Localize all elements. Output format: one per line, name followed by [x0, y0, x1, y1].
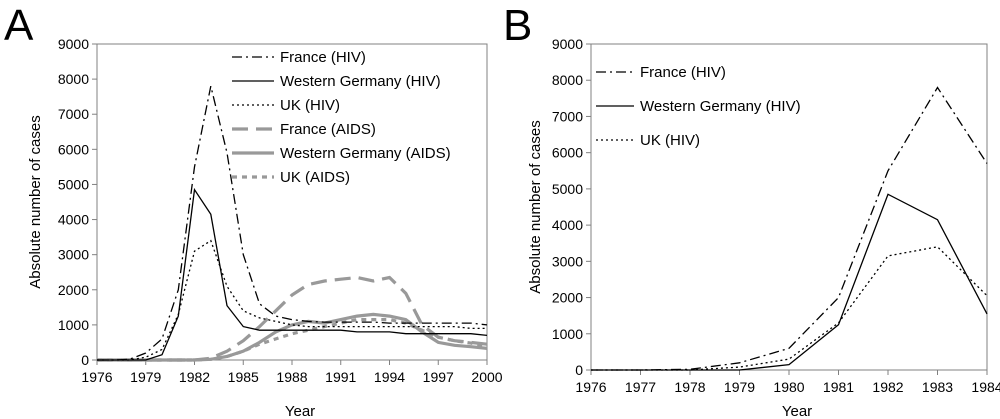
panel-a-y-tick-label: 1000	[58, 317, 89, 333]
panel-a-x-tick-label: 1994	[374, 369, 405, 385]
panel-a-y-tick-label: 8000	[58, 71, 89, 87]
panel-a-y-tick-label: 9000	[58, 36, 89, 52]
panel-a-legend-label-western-germany-hiv: Western Germany (HIV)	[280, 73, 441, 90]
panel-a-y-tick-label: 6000	[58, 141, 89, 157]
panel-a-series-france-aids	[97, 275, 488, 362]
panel-b-series-western-germany-hiv	[591, 193, 988, 371]
panel-b-legend-label-uk-hiv: UK (HIV)	[640, 132, 700, 149]
panel-a-y-tick-label: 0	[81, 352, 89, 368]
panel-b-x-tick-label: 1979	[724, 379, 755, 395]
panel-a-y-tick-label: 4000	[58, 212, 89, 228]
panel-b-series-france-hiv	[591, 86, 988, 371]
panel-a-legend-label-uk-aids: UK (AIDS)	[280, 169, 350, 186]
panel-b-x-tick-label: 1982	[872, 379, 903, 395]
panel-b-x-axis-title: Year	[782, 403, 812, 419]
panel-a-legend-label-uk-hiv: UK (HIV)	[280, 97, 340, 114]
panel-a-legend-label-france-aids: France (AIDS)	[280, 121, 376, 138]
panel-a-x-tick-label: 2000	[471, 369, 502, 385]
panel-b-plot-frame	[590, 43, 988, 371]
panel-b-y-axis-title: Absolute number of cases	[527, 120, 544, 293]
panel-b-y-tick-label: 6000	[552, 145, 583, 161]
panel-b-y-tick-label: 9000	[552, 36, 583, 52]
panel-a-series-western-germany-hiv	[97, 187, 488, 361]
panel-a-x-axis-title: Year	[285, 403, 315, 419]
panel-a-y-tick-label: 5000	[58, 176, 89, 192]
panel-a-series-france-hiv	[97, 85, 488, 361]
panel-a-x-tick-label: 1997	[423, 369, 454, 385]
panel-a-y-axis-title: Absolute number of cases	[27, 115, 44, 288]
panel-a-legend-label-western-germany-aids: Western Germany (AIDS)	[280, 145, 451, 162]
panel-b-x-tick-label: 1984	[971, 379, 1000, 395]
panel-b-x-tick-label: 1983	[922, 379, 953, 395]
chart-b: 0 1000 2000 3000 4000 5000 6000 7000 8000 9000 197…	[527, 36, 1000, 419]
panel-b-x-tick-label: 1981	[823, 379, 854, 395]
panel-b-y-tick-label: 5000	[552, 181, 583, 197]
panel-a-letter: A	[4, 1, 34, 50]
panel-a-plot-frame	[96, 43, 488, 361]
panel-a-x-tick-label: 1985	[228, 369, 259, 385]
panel-a-legend-label-france-hiv: France (HIV)	[280, 49, 366, 66]
panel-a-y-tick-label: 7000	[58, 106, 89, 122]
panel-a-series-uk-hiv	[97, 239, 487, 361]
panel-a-x-tick-label: 1979	[130, 369, 161, 385]
panel-b-x-tick-label: 1976	[575, 379, 606, 395]
panel-a-x-tick-label: 1982	[179, 369, 210, 385]
panel-b-y-tick-label: 0	[575, 362, 583, 378]
panel-a-y-tick-label: 3000	[58, 247, 89, 263]
panel-a-y-tick-label: 2000	[58, 282, 89, 298]
panel-b-x-tick-label: 1980	[773, 379, 804, 395]
panel-b-y-tick-label: 3000	[552, 253, 583, 269]
panel-b-x-tick-label: 1978	[674, 379, 705, 395]
panel-b-series-uk-hiv	[591, 246, 988, 371]
panel-b-y-tick-label: 7000	[552, 108, 583, 124]
panel-b-y-tick-label: 4000	[552, 217, 583, 233]
panel-b-legend-label-western-germany-hiv: Western Germany (HIV)	[640, 98, 801, 115]
panel-a-x-tick-label: 1988	[276, 369, 307, 385]
panel-b-letter: B	[503, 1, 532, 50]
panel-b-x-tick-label: 1977	[625, 379, 656, 395]
panel-a-series-uk-aids	[97, 318, 488, 362]
panel-a-series-western-germany-aids	[97, 312, 488, 362]
chart-a: 0 1000 2000 3000 4000 5000 6000 7000 8000 9000 197…	[27, 36, 503, 419]
panel-b-legend-label-france-hiv: France (HIV)	[640, 64, 726, 81]
panel-b-y-tick-label: 8000	[552, 72, 583, 88]
panel-a-x-tick-label: 1976	[81, 369, 112, 385]
panel-b-y-tick-label: 2000	[552, 290, 583, 306]
panel-a-x-tick-label: 1991	[325, 369, 356, 385]
panel-b-y-tick-label: 1000	[552, 326, 583, 342]
